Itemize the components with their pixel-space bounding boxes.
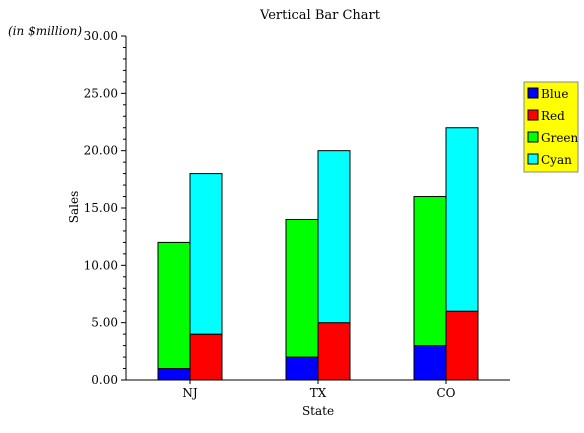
bar-nj-cyan [189, 173, 223, 335]
x-tick-label: TX [310, 386, 327, 400]
bar-co-red [445, 310, 479, 381]
y-tick-label: 30.00 [84, 29, 118, 43]
y-tick-label: 10.00 [84, 258, 118, 272]
legend-label-blue: Blue [541, 87, 569, 101]
legend-swatch-cyan [527, 153, 539, 165]
y-tick-label: 25.00 [84, 86, 118, 100]
legend-swatch-blue [527, 87, 539, 99]
y-tick-label: 0.00 [91, 373, 118, 387]
bar-tx-blue [285, 356, 319, 381]
y-tick-label: 5.00 [91, 316, 118, 330]
bars-layer [157, 127, 479, 381]
bar-co-green [413, 196, 447, 347]
legend: Blue Red Green Cyan [523, 81, 579, 173]
legend-swatch-green [527, 131, 539, 143]
y-tick-label: 20.00 [84, 144, 118, 158]
legend-label-green: Green [541, 131, 579, 145]
bar-nj-red [189, 333, 223, 381]
bar-tx-green [285, 218, 319, 358]
chart-title: Vertical Bar Chart [259, 8, 381, 23]
legend-label-cyan: Cyan [541, 153, 572, 167]
x-tick-label: NJ [182, 386, 198, 400]
bar-tx-cyan [317, 150, 351, 324]
y-axis-label: Sales [67, 191, 81, 223]
bar-co-cyan [445, 127, 479, 312]
bar-tx-red [317, 322, 351, 381]
y-tick-label: 15.00 [84, 201, 118, 215]
x-axis-label: State [302, 404, 334, 418]
bar-nj-green [157, 241, 191, 370]
x-tick-label: CO [436, 386, 455, 400]
legend-swatch-red [527, 109, 539, 121]
axes-layer: 0.00 5.00 10.00 15.00 20.00 25.00 30.00 NJ TX CO [84, 29, 510, 400]
bar-co-blue [413, 345, 447, 381]
legend-label-red: Red [541, 109, 565, 123]
bar-nj-blue [157, 368, 191, 381]
units-label: (in $million) [8, 24, 82, 38]
